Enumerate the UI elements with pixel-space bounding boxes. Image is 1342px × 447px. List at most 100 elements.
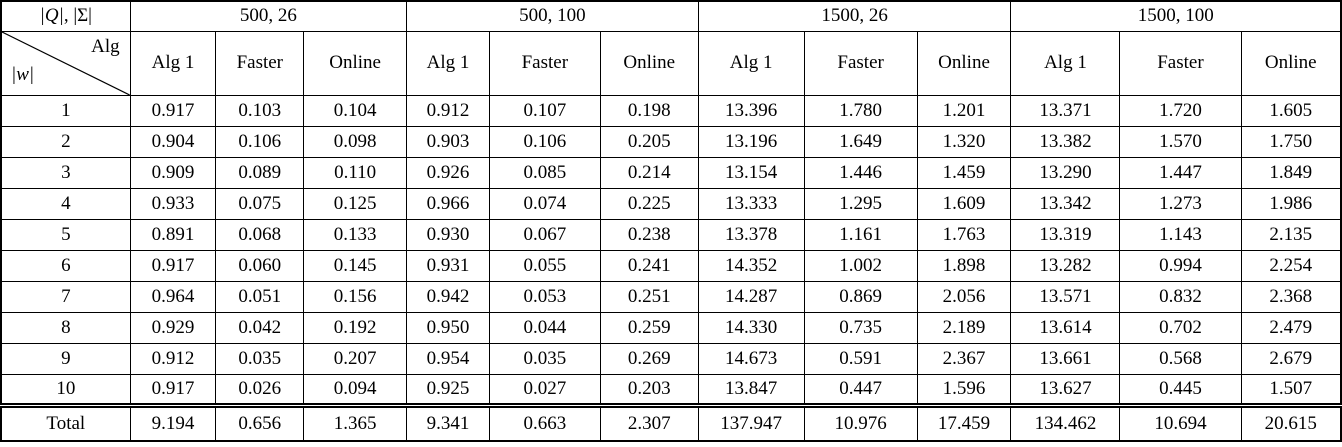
data-cell: 1.849	[1240, 156, 1342, 189]
data-cell: 0.125	[303, 187, 408, 220]
group-header-row: |Q|, |Σ| 500, 26 500, 100 1500, 26 1500,…	[0, 0, 1342, 32]
data-cell: 1.605	[1240, 94, 1342, 127]
data-cell: 13.396	[697, 94, 805, 127]
col-header-faster: Faster	[215, 30, 305, 96]
total-cell: 9.341	[406, 402, 490, 442]
row-label: 6	[0, 249, 131, 282]
row-label: 3	[0, 156, 131, 189]
row-label: 4	[0, 187, 131, 220]
data-cell: 0.067	[488, 218, 601, 251]
data-cell: 1.459	[916, 156, 1012, 189]
data-cell: 0.251	[599, 280, 699, 313]
col-header-alg1: Alg 1	[697, 30, 805, 96]
row-label: 2	[0, 125, 131, 158]
total-cell: 9.194	[129, 402, 217, 442]
data-cell: 0.035	[488, 342, 601, 375]
total-label: Total	[0, 402, 131, 442]
data-cell: 13.614	[1010, 311, 1121, 344]
data-cell: 14.330	[697, 311, 805, 344]
data-cell: 13.196	[697, 125, 805, 158]
data-cell: 1.763	[916, 218, 1012, 251]
data-cell: 13.319	[1010, 218, 1121, 251]
table-row: 5 0.891 0.068 0.133 0.930 0.067 0.238 13.378 1.1…	[0, 218, 1342, 251]
table-row: 9 0.912 0.035 0.207 0.954 0.035 0.269 14.673 0.5…	[0, 342, 1342, 375]
data-cell: 0.042	[215, 311, 305, 344]
data-cell: 0.966	[406, 187, 490, 220]
group-header-500-100: 500, 100	[406, 0, 699, 32]
data-cell: 13.571	[1010, 280, 1121, 313]
data-cell: 2.056	[916, 280, 1012, 313]
data-cell: 0.925	[406, 373, 490, 406]
total-cell: 10.976	[803, 402, 918, 442]
data-cell: 0.207	[303, 342, 408, 375]
table-row: 4 0.933 0.075 0.125 0.966 0.074 0.225 13.333 1.2…	[0, 187, 1342, 220]
table-row: 8 0.929 0.042 0.192 0.950 0.044 0.259 14.330 0.7…	[0, 311, 1342, 344]
data-cell: 1.320	[916, 125, 1012, 158]
data-cell: 2.479	[1240, 311, 1342, 344]
data-cell: 0.591	[803, 342, 918, 375]
data-cell: 0.085	[488, 156, 601, 189]
data-cell: 0.269	[599, 342, 699, 375]
data-cell: 0.929	[129, 311, 217, 344]
data-cell: 0.241	[599, 249, 699, 282]
total-row: Total 9.194 0.656 1.365 9.341 0.663 2.30…	[0, 402, 1342, 442]
data-cell: 0.954	[406, 342, 490, 375]
data-cell: 1.720	[1119, 94, 1242, 127]
q-sigma-separator: ,	[63, 5, 74, 27]
data-cell: 0.909	[129, 156, 217, 189]
data-cell: 0.145	[303, 249, 408, 282]
data-cell: 0.104	[303, 94, 408, 127]
data-cell: 0.917	[129, 94, 217, 127]
data-cell: 0.098	[303, 125, 408, 158]
data-cell: 1.447	[1119, 156, 1242, 189]
data-cell: 0.133	[303, 218, 408, 251]
data-cell: 13.371	[1010, 94, 1121, 127]
data-cell: 1.143	[1119, 218, 1242, 251]
data-cell: 0.225	[599, 187, 699, 220]
data-cell: 13.847	[697, 373, 805, 406]
row-label: 1	[0, 94, 131, 127]
data-cell: 0.074	[488, 187, 601, 220]
data-cell: 13.282	[1010, 249, 1121, 282]
q-label: |Q|	[39, 5, 64, 27]
data-cell: 1.507	[1240, 373, 1342, 406]
col-header-alg1: Alg 1	[406, 30, 490, 96]
data-cell: 14.673	[697, 342, 805, 375]
row-label: 7	[0, 280, 131, 313]
data-cell: 0.053	[488, 280, 601, 313]
alg-corner-label: Alg	[91, 35, 120, 57]
data-cell: 0.192	[303, 311, 408, 344]
data-cell: 0.832	[1119, 280, 1242, 313]
col-header-alg1: Alg 1	[1010, 30, 1121, 96]
data-cell: 0.205	[599, 125, 699, 158]
total-cell: 17.459	[916, 402, 1012, 442]
data-cell: 0.568	[1119, 342, 1242, 375]
group-header-1500-100: 1500, 100	[1010, 0, 1342, 32]
total-cell: 134.462	[1010, 402, 1121, 442]
data-cell: 14.287	[697, 280, 805, 313]
data-cell: 2.679	[1240, 342, 1342, 375]
data-cell: 0.103	[215, 94, 305, 127]
total-cell: 0.656	[215, 402, 305, 442]
data-cell: 1.002	[803, 249, 918, 282]
data-cell: 0.055	[488, 249, 601, 282]
table-row: 1 0.917 0.103 0.104 0.912 0.107 0.198 13.396 1.7…	[0, 94, 1342, 127]
col-header-online: Online	[599, 30, 699, 96]
data-cell: 0.912	[129, 342, 217, 375]
data-cell: 0.026	[215, 373, 305, 406]
data-cell: 0.068	[215, 218, 305, 251]
data-cell: 13.342	[1010, 187, 1121, 220]
row-label: 9	[0, 342, 131, 375]
data-cell: 1.295	[803, 187, 918, 220]
data-cell: 0.035	[215, 342, 305, 375]
group-header-500-26: 500, 26	[129, 0, 408, 32]
data-cell: 0.904	[129, 125, 217, 158]
data-cell: 13.378	[697, 218, 805, 251]
data-cell: 1.609	[916, 187, 1012, 220]
col-header-faster: Faster	[488, 30, 601, 96]
data-cell: 2.367	[916, 342, 1012, 375]
col-header-online: Online	[916, 30, 1012, 96]
table-row: 7 0.964 0.051 0.156 0.942 0.053 0.251 14.287 0.8…	[0, 280, 1342, 313]
data-cell: 2.254	[1240, 249, 1342, 282]
q-sigma-header-cell: |Q|, |Σ|	[0, 0, 131, 32]
